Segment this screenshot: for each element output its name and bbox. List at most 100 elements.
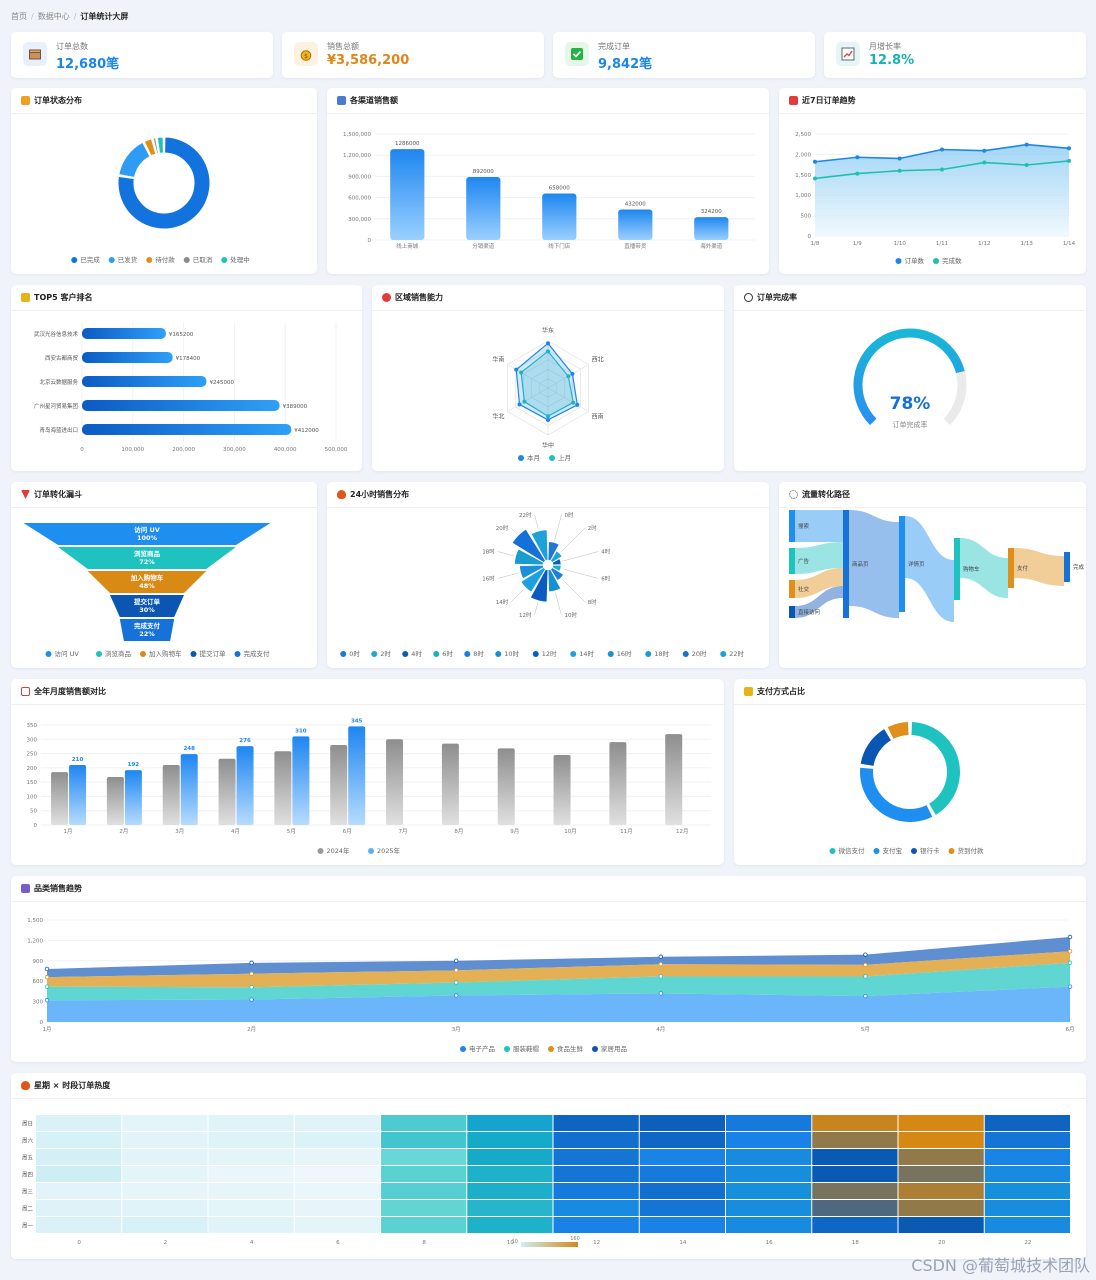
top5-customer-card: TOP5 客户排名 0 100,000 200,000 300,000 400,000 5… [11,285,362,471]
bar-2024 [330,745,348,825]
x-tick-label: 14 [679,1240,686,1246]
legend-marker [460,1046,466,1052]
data-label: 248 [183,746,195,752]
heat-cell [467,1149,553,1165]
legend-item: 已取消 [193,255,213,264]
heat-cell [726,1217,812,1233]
leader-line [562,568,599,579]
slice-label: 2时 [588,524,597,532]
point [546,341,550,346]
point [575,402,580,407]
heat-cell [726,1132,812,1148]
slice-label: 4时 [601,548,610,556]
heat-cell [812,1200,898,1216]
legend-marker [183,257,190,263]
card-title: 支付方式占比 [757,687,805,696]
heat-cell [553,1132,639,1148]
bar [466,176,501,240]
point [863,993,868,999]
heat-cell [639,1166,725,1182]
data-label: ¥178400 [176,356,201,362]
heat-cell [639,1132,725,1148]
gauge-value [853,328,965,425]
point [1067,949,1073,954]
legend-marker [140,651,146,657]
trend7-chart: 0 500 1,000 1,500 2,000 2,500 1/8 1/9 1/10 1/11 1/… [795,132,1075,265]
funnel-label: 完成支付 [134,621,161,630]
funnel-label: 72% [139,558,155,566]
axis-label: 华南 [492,355,504,363]
leader-line [511,588,525,602]
bar-chart-icon [21,884,30,893]
slice-label: 8时 [588,598,597,606]
y-tick-label: 0 [808,234,812,240]
legend-marker [570,651,577,657]
funnel-card: 订单转化漏斗 访问 UV 100% 浏览商品 72% 加入购物车 48% 提交订单 30% 完成… [11,482,317,668]
x-tick-label: 0 [80,447,84,453]
heat-cell [984,1115,1070,1131]
heat-cell [208,1166,294,1182]
order-status-card: 订单状态分布 已完成 已发货 待付款 已取消 处理中 [11,88,317,274]
x-tick-label: 4月 [656,1026,665,1033]
heat-cell [467,1115,553,1131]
data-label: ¥412000 [294,428,319,434]
x-tick-label: 10 [507,1240,514,1246]
legend-marker [96,651,102,657]
radar-axis [547,387,589,412]
heat-cell [984,1200,1070,1216]
heat-cell [898,1149,984,1165]
legend-item: 银行卡 [920,846,940,855]
y-tick-label: 1,500 [27,918,43,924]
bar-2024 [553,755,571,825]
heat-cell [639,1115,725,1131]
sankey-link [795,542,843,574]
funnel-segment [109,595,185,617]
kpi-value: 12,680笔 [56,57,120,72]
node-label: 搜索 [798,522,810,530]
x-tick-label: 1/10 [893,241,906,247]
breadcrumb-home[interactable]: 首页 [11,12,27,21]
heat-cell [467,1166,553,1182]
x-tick-label: 4 [250,1240,254,1246]
node-label: 商品页 [852,560,869,568]
slice-label: 6时 [601,574,610,582]
leader-line [562,579,585,602]
box-icon [21,96,30,105]
legend-marker [548,1046,554,1052]
donut-slice [887,722,909,739]
kpi-label: 订单总数 [56,42,88,51]
bar [82,352,173,363]
point [1067,960,1073,966]
funnel-label: 22% [139,630,155,638]
y-tick-label: 武汉光谷信息技术 [34,330,79,338]
heat-cell [294,1115,380,1131]
breadcrumb: 首页 / 数据中心 / 订单统计大屏 [11,12,129,21]
legend-marker [340,651,347,657]
bar [618,209,653,240]
area-layer [47,951,1070,988]
data-label: ¥389000 [283,404,308,410]
heat-cell [553,1217,639,1233]
point [855,155,860,160]
funnel-label: 提交订单 [134,597,161,606]
bar-chart-icon [337,96,346,105]
data-label: 432000 [625,201,646,207]
point [863,974,868,979]
point [940,147,944,152]
channel-chart: 0 300,000 600,000 900,000 1,200,000 1,500,000… [343,132,755,250]
legend-item: 0时 [349,649,360,658]
legend-item: 22时 [729,649,744,658]
heat-cell [898,1217,984,1233]
heat-cell [294,1166,380,1182]
y-tick-label: 周三 [22,1189,34,1196]
heat-cell [122,1217,208,1233]
kpi-value: 9,842笔 [598,57,653,72]
legend-item: 完成支付 [244,649,271,658]
legend-marker [592,1046,598,1052]
area-layer [47,962,1070,1001]
y-tick-label: 周六 [22,1137,34,1145]
heat-cell [639,1183,725,1199]
heat-cell [898,1115,984,1131]
breadcrumb-center[interactable]: 数据中心 [37,12,70,21]
legend-marker [873,848,880,854]
